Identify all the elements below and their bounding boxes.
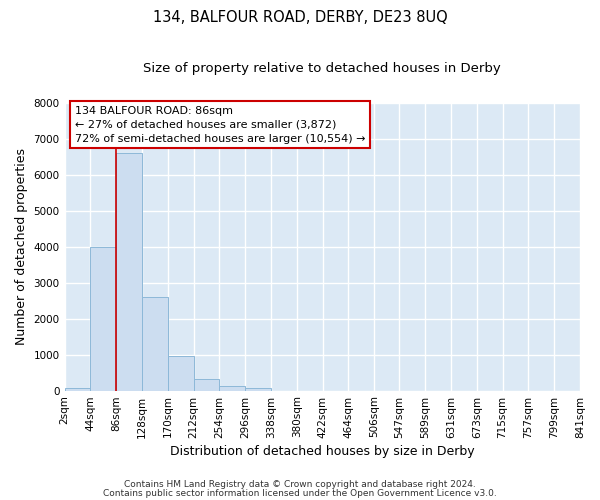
- Title: Size of property relative to detached houses in Derby: Size of property relative to detached ho…: [143, 62, 501, 76]
- Bar: [65, 388, 91, 390]
- X-axis label: Distribution of detached houses by size in Derby: Distribution of detached houses by size …: [170, 444, 475, 458]
- Bar: [91, 247, 116, 390]
- Bar: [220, 386, 245, 390]
- Bar: [194, 378, 220, 390]
- Bar: [245, 388, 271, 390]
- Y-axis label: Number of detached properties: Number of detached properties: [15, 148, 28, 346]
- Bar: [142, 297, 168, 390]
- Bar: [116, 154, 142, 390]
- Text: Contains public sector information licensed under the Open Government Licence v3: Contains public sector information licen…: [103, 489, 497, 498]
- Bar: [168, 356, 194, 390]
- Text: 134, BALFOUR ROAD, DERBY, DE23 8UQ: 134, BALFOUR ROAD, DERBY, DE23 8UQ: [152, 10, 448, 25]
- Text: Contains HM Land Registry data © Crown copyright and database right 2024.: Contains HM Land Registry data © Crown c…: [124, 480, 476, 489]
- Text: 134 BALFOUR ROAD: 86sqm
← 27% of detached houses are smaller (3,872)
72% of semi: 134 BALFOUR ROAD: 86sqm ← 27% of detache…: [75, 106, 365, 144]
